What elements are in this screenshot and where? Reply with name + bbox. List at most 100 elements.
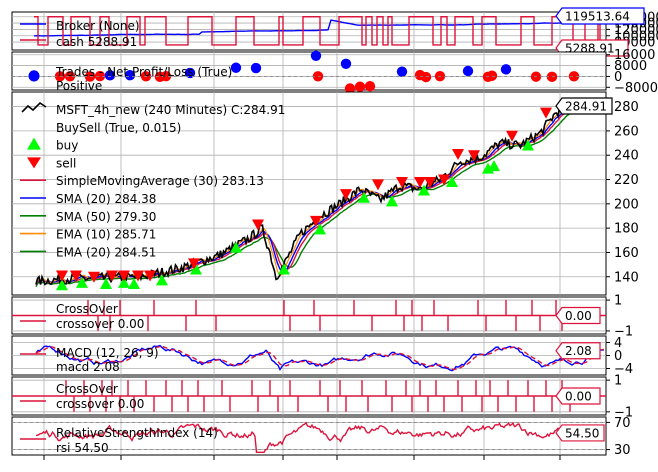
legend-label-crossover-value: crossover 0.00 (56, 317, 144, 331)
y-tick-label: −1 (614, 405, 633, 420)
legend-label-cash: cash 5288.91 (56, 35, 137, 49)
sell-marker (396, 176, 408, 188)
panel-frame (11, 416, 607, 456)
buy-marker (278, 263, 290, 275)
sell-marker (106, 270, 118, 282)
trade-marker-loss (354, 81, 366, 92)
legend-label-sma20: SMA (20) 284.38 (56, 192, 156, 206)
legend-swatch-trades (28, 70, 40, 82)
buy-marker (156, 274, 168, 286)
buy-marker (230, 241, 242, 253)
y-tick-label: 8000 (614, 59, 647, 74)
callout-macd-text: 2.08 (565, 344, 592, 358)
legend-label-buysell: BuySell (True, 0.015) (56, 121, 181, 135)
y-tick-label: 70 (614, 416, 631, 431)
legend-label-msft: MSFT_4h_new (240 Minutes) C:284.91 (56, 103, 285, 117)
callout-crossover-text: 0.00 (565, 309, 592, 323)
callout-broker-box (555, 7, 645, 25)
legend-swatch-buy (27, 137, 41, 150)
buy-marker (100, 278, 112, 290)
callout-crossover-box (555, 306, 601, 325)
buy-marker (418, 184, 430, 196)
buy-marker (358, 191, 370, 203)
sell-marker (88, 271, 100, 283)
legend-label-macd: MACD (12, 26, 9) (56, 346, 159, 360)
legend-label-crossover-value: crossover 0.00 (56, 397, 144, 411)
trade-marker-loss (364, 81, 376, 92)
trade-marker-loss (94, 70, 106, 82)
y-tick-label: 30 (614, 443, 631, 458)
legend-label-broker: Broker (None) (56, 19, 140, 33)
trade-marker-win (462, 65, 474, 77)
sell-marker (118, 270, 130, 282)
y-tick-label: 240 (614, 149, 639, 164)
sell-marker (252, 219, 264, 231)
callout-price-text: 284.91 (565, 100, 607, 114)
callout-broker-text: 119513.64 (565, 10, 630, 24)
y-tick-label: −4 (614, 362, 633, 377)
rsi-line (35, 421, 604, 453)
sell-marker (452, 148, 464, 160)
y-tick-label: 0 (614, 70, 622, 85)
sell-marker (310, 215, 322, 227)
sell-marker (372, 179, 384, 191)
callout-rsi-box (555, 424, 605, 442)
legend-label-ema20: EMA (20) 284.51 (56, 245, 156, 259)
y-tick-label: 160 (614, 246, 639, 261)
macd-line (35, 344, 605, 372)
legend-label-trades: Trades - Net Profit/Loss (True) (55, 65, 232, 79)
y-tick-label: 120000 (614, 23, 658, 38)
trade-marker-win (124, 70, 136, 81)
y-tick-label: 1 (614, 294, 622, 309)
y-tick-label: 220 (614, 173, 639, 188)
sell-marker (468, 150, 480, 162)
y-tick-label: 180 (614, 222, 639, 237)
trade-marker-loss (344, 83, 356, 94)
legend-label-ema10: EMA (10) 285.71 (56, 228, 156, 242)
macd-signal-line (35, 345, 604, 371)
y-tick-label: 1 (614, 374, 622, 389)
trade-marker-win (310, 50, 322, 61)
buy-marker (56, 279, 68, 291)
sell-marker (438, 174, 450, 186)
legend-label-buy: buy (56, 139, 78, 153)
y-tick-label: 0 (614, 349, 622, 364)
legend-label-crossover: CrossOver (56, 302, 118, 316)
legend-swatch-msft (21, 101, 47, 113)
legend-label-positive: Positive (56, 79, 102, 93)
y-tick-label: 280 (614, 100, 639, 115)
legend-label-rsi: RelativeStrengthIndex (14) (56, 426, 218, 440)
buy-marker (76, 276, 88, 288)
sell-marker (506, 130, 518, 142)
panel-rsi: 30 70 RelativeStrengthIndex (14)rsi 54.50 5… (11, 416, 631, 458)
trade-marker-win (184, 67, 196, 79)
panel-frame (11, 91, 607, 296)
buy-marker (314, 223, 326, 235)
y-tick-label: 200 (614, 197, 639, 212)
buy-marker (488, 160, 500, 172)
callout-crossover-box (555, 387, 601, 405)
buy-marker (128, 278, 140, 290)
trade-marker-loss (486, 70, 498, 81)
y-tick-label: −1 (614, 324, 633, 339)
callout-crossover-text: 0.00 (565, 390, 592, 404)
trade-marker-win (396, 66, 408, 77)
legend-label-sma30: SimpleMovingAverage (30) 283.13 (56, 174, 264, 188)
sell-marker (56, 270, 68, 282)
buy-marker (190, 263, 202, 275)
broker-value-line (33, 19, 599, 37)
trade-marker-loss (546, 71, 558, 83)
sell-marker (414, 176, 426, 188)
legend-label-macd-value: macd 2.08 (56, 360, 120, 374)
callout-rsi-text: 54.50 (565, 426, 599, 440)
sell-marker (424, 176, 436, 188)
sell-marker (188, 258, 200, 270)
sell-marker (70, 270, 82, 282)
buy-marker (522, 139, 534, 151)
y-tick-label: 260 (614, 124, 639, 139)
legend-label-rsi-value: rsi 54.50 (56, 441, 109, 455)
